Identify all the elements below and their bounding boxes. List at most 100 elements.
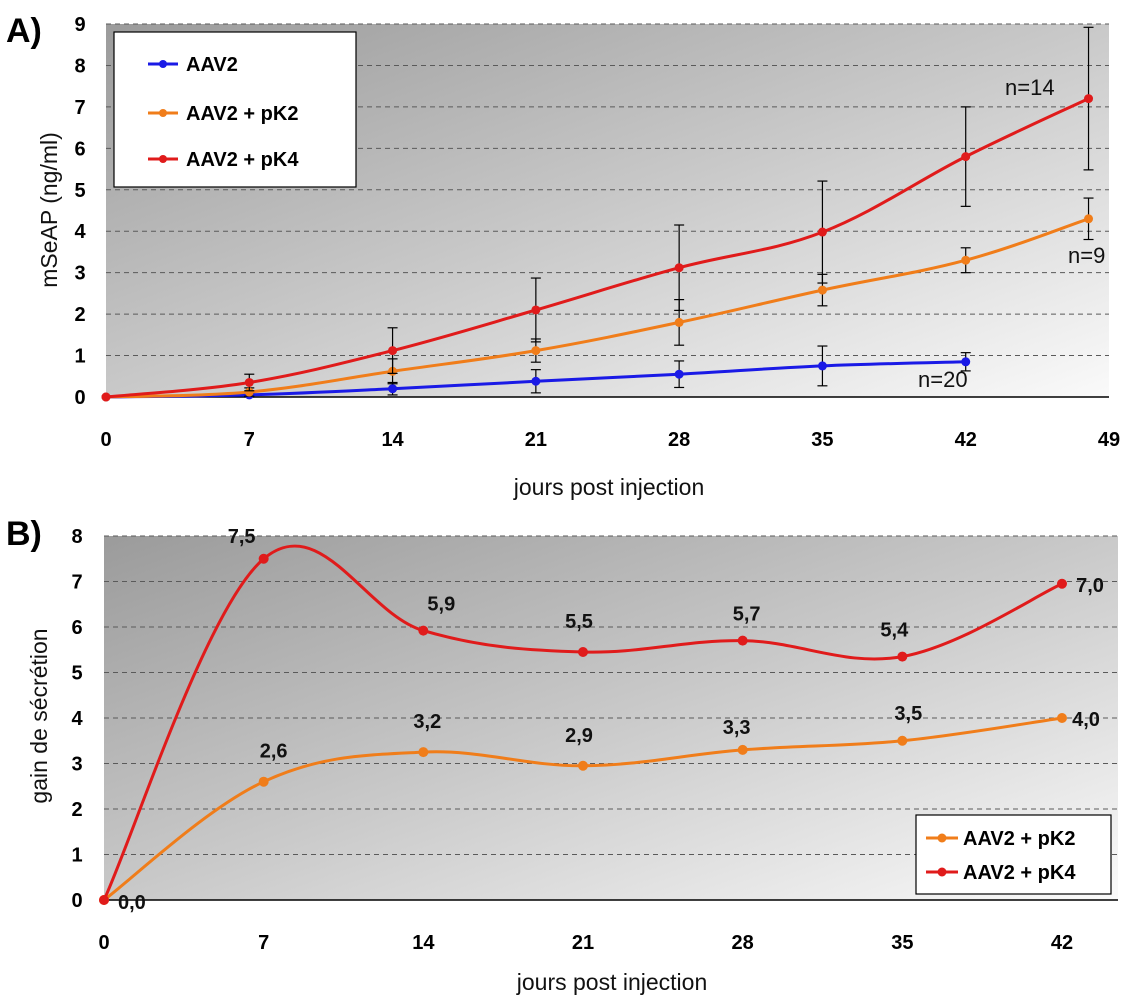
legend-dot-aav2-pk2 bbox=[159, 109, 167, 117]
legend-b-item-aav2-pk2: AAV2 + pK2 bbox=[926, 828, 1075, 850]
panel-b-label: B) bbox=[6, 515, 42, 553]
data-label-aav2-pk4: 5,7 bbox=[733, 604, 761, 626]
panel-a-y-ticks: 0 1 2 3 4 5 6 7 8 9 bbox=[74, 14, 86, 409]
data-point-aav2 bbox=[817, 361, 827, 371]
data-point-aav2-pk2 bbox=[897, 735, 908, 746]
data-point-aav2 bbox=[961, 357, 971, 367]
legend-item-aav2: AAV2 bbox=[148, 54, 238, 76]
panel-a-x-axis-title: jours post injection bbox=[513, 474, 705, 500]
panel-a-x-tick-label: 21 bbox=[525, 429, 547, 451]
data-point-aav2-pk4 bbox=[578, 647, 588, 658]
data-point-aav2-pk4 bbox=[897, 651, 908, 662]
panel-b-x-axis-title: jours post injection bbox=[516, 969, 708, 995]
data-point-aav2-pk4 bbox=[1057, 578, 1067, 589]
panel-a-x-tick-label: 49 bbox=[1098, 429, 1120, 451]
panel-b-x-tick-label: 35 bbox=[891, 932, 913, 954]
panel-b-x-ticks: 0 7 14 21 28 35 42 bbox=[98, 932, 1073, 954]
panel-a-y-tick-label: 5 bbox=[74, 180, 85, 202]
data-point-aav2-pk4 bbox=[244, 377, 254, 387]
data-label-aav2-pk4: 5,5 bbox=[565, 611, 593, 633]
panel-b-y-ticks: 0 1 2 3 4 5 6 7 8 bbox=[71, 526, 83, 912]
data-label-aav2-pk2: 4,0 bbox=[1072, 709, 1100, 731]
data-point-aav2-pk2 bbox=[258, 776, 269, 787]
data-point-aav2-pk4 bbox=[101, 392, 111, 402]
panel-a-y-tick-label: 0 bbox=[74, 387, 85, 409]
panel-b-y-tick-label: 4 bbox=[71, 708, 83, 730]
panel-b-y-tick-label: 5 bbox=[71, 663, 82, 685]
data-point-aav2-pk4 bbox=[674, 263, 684, 273]
data-label-aav2-pk4: 5,9 bbox=[427, 594, 455, 616]
panel-b-y-tick-label: 7 bbox=[71, 572, 82, 594]
panel-b-x-tick-label: 7 bbox=[258, 932, 269, 954]
panel-a-y-tick-label: 4 bbox=[74, 221, 86, 243]
legend-item-aav2-pk4: AAV2 + pK4 bbox=[148, 149, 299, 171]
panel-a-series bbox=[101, 26, 1094, 402]
data-point-aav2-pk2 bbox=[961, 255, 971, 265]
legend-label-aav2-pk4: AAV2 + pK4 bbox=[186, 149, 299, 171]
panel-b-x-tick-label: 28 bbox=[732, 932, 754, 954]
panel-b-legend-box bbox=[915, 814, 1112, 895]
data-label-aav2-pk2: 3,3 bbox=[723, 717, 751, 739]
n-label-pk4: n=14 bbox=[1005, 75, 1055, 100]
panel-a-x-tick-label: 14 bbox=[381, 429, 404, 451]
data-label-aav2-pk2: 3,2 bbox=[413, 711, 441, 733]
panel-b-origin-label: 0,0 bbox=[118, 892, 146, 914]
data-point-aav2-pk2 bbox=[1084, 214, 1094, 224]
panel-a-x-tick-label: 42 bbox=[955, 429, 977, 451]
panel-b-y-tick-label: 2 bbox=[71, 799, 82, 821]
panel-a-x-ticks: 0 7 14 21 28 35 42 49 bbox=[100, 429, 1120, 451]
legend-label-aav2-pk2: AAV2 + pK2 bbox=[186, 103, 298, 125]
legend-dot-aav2 bbox=[159, 60, 167, 68]
data-point-aav2-pk4 bbox=[531, 305, 541, 315]
panel-b-x-tick-label: 42 bbox=[1051, 932, 1073, 954]
data-point-aav2-pk4 bbox=[737, 635, 748, 646]
data-point-aav2-pk2 bbox=[817, 285, 827, 295]
panel-b-y-tick-label: 1 bbox=[71, 845, 82, 867]
panel-b-series: 2,6 3,2 2,9 3,3 3,5 4,0 7,5 5,9 5,5 5,7 5,4 7,0 bbox=[99, 526, 1104, 905]
panel-b-x-tick-label: 21 bbox=[572, 932, 594, 954]
legend-item-aav2-pk2: AAV2 + pK2 bbox=[148, 103, 298, 125]
data-point-aav2-pk2 bbox=[737, 744, 748, 755]
n-label-aav2: n=20 bbox=[918, 367, 968, 392]
legend-dot-aav2-pk4 bbox=[159, 155, 167, 163]
data-point-aav2-pk2 bbox=[531, 346, 541, 356]
legend-b-item-aav2-pk4: AAV2 + pK4 bbox=[926, 862, 1076, 884]
data-point-aav2-pk4 bbox=[961, 152, 971, 162]
panel-b-y-tick-label: 0 bbox=[71, 890, 82, 912]
panel-a: A) 0 1 2 3 4 5 6 7 8 9 0 7 14 21 28 35 42 49 mSeAP (ng/m… bbox=[6, 12, 1120, 500]
data-label-aav2-pk2: 2,9 bbox=[565, 725, 593, 747]
panel-a-legend-box bbox=[113, 31, 357, 188]
data-point-aav2-pk4 bbox=[418, 625, 429, 636]
panel-a-y-tick-label: 8 bbox=[74, 55, 85, 77]
panel-a-x-tick-label: 35 bbox=[811, 429, 833, 451]
panel-a-y-tick-label: 3 bbox=[74, 263, 85, 285]
panel-a-label: A) bbox=[6, 12, 42, 50]
panel-a-legend: AAV2 AAV2 + pK2 AAV2 + pK4 bbox=[113, 31, 357, 188]
data-label-aav2-pk4: 7,0 bbox=[1076, 575, 1104, 597]
series-line-aav2-pk2 bbox=[105, 217, 1089, 399]
legend-b-label-aav2-pk4: AAV2 + pK4 bbox=[963, 862, 1076, 884]
data-point-aav2-pk2 bbox=[674, 317, 684, 327]
data-label-aav2-pk4: 5,4 bbox=[880, 620, 909, 642]
data-label-aav2-pk4: 7,5 bbox=[228, 526, 256, 548]
data-point-aav2-pk2 bbox=[1057, 713, 1067, 723]
series-line-aav2-pk4 bbox=[105, 97, 1090, 399]
legend-b-label-aav2-pk2: AAV2 + pK2 bbox=[963, 828, 1075, 850]
panel-b-legend: AAV2 + pK2 AAV2 + pK4 bbox=[915, 814, 1112, 895]
data-point-aav2-pk2 bbox=[578, 760, 588, 771]
panel-a-y-tick-label: 6 bbox=[74, 138, 85, 160]
panel-a-y-tick-label: 2 bbox=[74, 304, 85, 326]
panel-b-y-tick-label: 6 bbox=[71, 617, 82, 639]
panel-a-y-tick-label: 9 bbox=[74, 14, 85, 36]
panel-b-y-tick-label: 8 bbox=[71, 526, 82, 548]
panel-a-x-tick-label: 28 bbox=[668, 429, 690, 451]
panel-b-y-axis-title: gain de sécrétion bbox=[26, 628, 52, 803]
panel-b: B) 0 1 2 3 4 5 6 7 8 0 7 14 21 28 35 42 gain de sécrét… bbox=[6, 515, 1118, 995]
panel-a-y-axis-title: mSeAP (ng/ml) bbox=[36, 132, 62, 288]
data-point-aav2-pk2 bbox=[418, 747, 429, 758]
panel-a-x-tick-label: 0 bbox=[100, 429, 111, 451]
data-point-aav2-pk2 bbox=[244, 387, 254, 397]
data-point-aav2 bbox=[388, 384, 398, 394]
data-point-aav2 bbox=[674, 369, 684, 379]
